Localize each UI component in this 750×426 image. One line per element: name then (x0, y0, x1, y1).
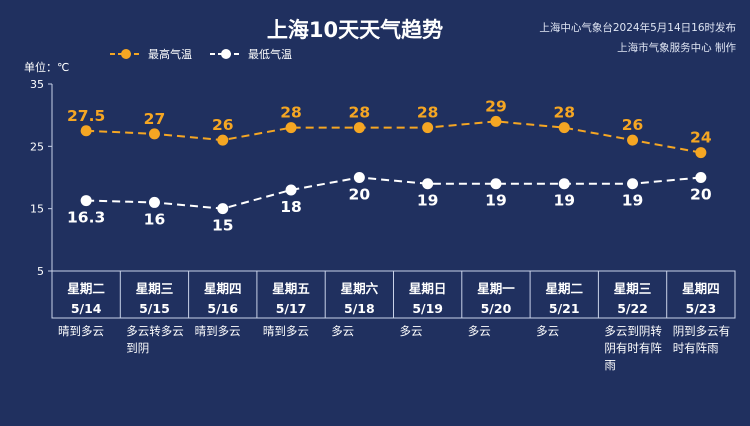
data-label-low: 16 (144, 210, 166, 228)
weekday-label: 星期四 (682, 281, 720, 296)
y-tick-label: 15 (30, 203, 44, 216)
low-legend-marker-icon (210, 49, 242, 59)
date-label: 5/23 (686, 301, 717, 316)
weekday-label: 星期二 (67, 281, 105, 296)
weather-description: 晴到多云 (262, 324, 309, 338)
data-point-high (148, 128, 160, 140)
weekday-label: 星期五 (272, 281, 310, 296)
date-label: 5/18 (344, 301, 375, 316)
weekday-label: 星期三 (136, 281, 174, 296)
data-label-low: 18 (280, 198, 302, 216)
data-label-low: 19 (622, 192, 644, 210)
producer-line: 上海市气象服务中心 制作 (617, 42, 736, 54)
data-point-low (285, 184, 297, 196)
data-label-high: 28 (349, 104, 371, 122)
y-tick-label: 25 (30, 140, 44, 153)
data-label-high: 27.5 (67, 107, 105, 125)
high-legend-marker-icon (110, 49, 142, 59)
data-point-low (627, 178, 639, 190)
y-tick-label: 5 (37, 265, 44, 278)
data-label-high: 29 (485, 97, 507, 115)
data-point-low (695, 172, 707, 183)
data-label-low: 16.3 (67, 209, 105, 227)
date-label: 5/14 (71, 301, 102, 316)
legend-item-high: 最高气温 (110, 46, 192, 62)
data-point-high (627, 134, 639, 146)
weather-description: 阴到多云有时有阵雨 (672, 324, 731, 355)
data-point-high (558, 122, 570, 134)
weather-description: 晴到多云 (58, 324, 104, 338)
data-point-low (422, 178, 434, 190)
weather-description: 多云到阴转阴有时有阵雨 (604, 324, 662, 372)
data-label-low: 15 (212, 217, 234, 235)
date-label: 5/15 (139, 301, 170, 316)
data-point-low (490, 178, 502, 190)
weather-description: 多云 (331, 324, 355, 338)
weekday-label: 星期六 (341, 281, 379, 296)
page-title: 上海10天天气趋势 (266, 18, 444, 42)
data-point-high (217, 134, 229, 146)
weather-description: 多云 (467, 324, 491, 338)
data-label-high: 28 (280, 104, 302, 122)
date-label: 5/20 (481, 301, 512, 316)
weather-description: 多云转多云到阴 (126, 324, 184, 355)
data-point-high (80, 125, 92, 137)
data-label-high: 26 (212, 116, 234, 134)
weekday-label: 星期二 (545, 281, 583, 296)
unit-label: 单位：℃ (24, 61, 70, 74)
weekday-label: 星期三 (614, 281, 652, 296)
weekday-label: 星期四 (204, 281, 242, 296)
weather-description: 晴到多云 (194, 324, 241, 338)
legend-label-high: 最高气温 (148, 48, 192, 61)
legend-item-low: 最低气温 (210, 46, 292, 62)
date-label: 5/21 (549, 301, 580, 316)
data-point-high (422, 122, 434, 134)
data-label-low: 20 (690, 186, 712, 204)
data-label-low: 19 (417, 192, 439, 210)
data-point-high (695, 147, 707, 159)
date-label: 5/22 (617, 301, 648, 316)
series-line-low (86, 176, 701, 210)
data-point-high (490, 115, 502, 127)
data-point-low (148, 196, 160, 208)
data-label-low: 20 (349, 186, 371, 204)
date-label: 5/19 (412, 301, 443, 316)
data-label-high: 27 (144, 110, 166, 128)
data-point-low (558, 178, 570, 190)
data-point-low (80, 195, 92, 207)
weather-description: 多云 (399, 324, 423, 338)
data-label-low: 19 (553, 192, 575, 210)
issuer-line: 上海中心气象台2024年5月14日16时发布 (539, 22, 736, 34)
data-point-low (353, 172, 365, 183)
data-label-high: 26 (622, 116, 644, 134)
data-label-low: 19 (485, 192, 507, 210)
legend-label-low: 最低气温 (248, 48, 292, 61)
data-point-high (285, 122, 297, 134)
data-point-low (217, 203, 229, 215)
data-label-high: 28 (417, 104, 439, 122)
data-point-high (353, 122, 365, 134)
data-label-high: 28 (553, 104, 575, 122)
data-label-high: 24 (690, 129, 712, 147)
series-line-high (86, 120, 702, 154)
date-label: 5/16 (207, 301, 238, 316)
weather-description: 多云 (536, 324, 560, 338)
weekday-label: 星期日 (409, 281, 447, 296)
date-label: 5/17 (276, 301, 307, 316)
weekday-label: 星期一 (477, 281, 515, 296)
y-tick-label: 35 (30, 78, 44, 91)
